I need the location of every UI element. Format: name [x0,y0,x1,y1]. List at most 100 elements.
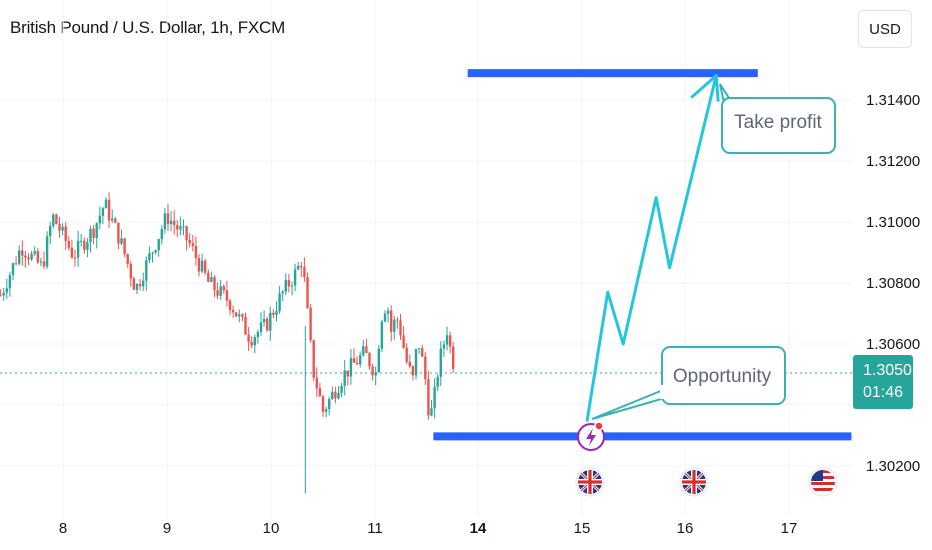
candle-body [21,250,24,256]
x-tick-label: 8 [59,520,67,537]
candle-body [355,362,359,365]
y-tick-label: 1.31200 [866,153,920,170]
candle-body [284,279,287,292]
candle-body [324,409,328,412]
levels [433,69,852,441]
candle-body [396,319,399,321]
opportunity-label: Opportunity [673,366,772,387]
candle-body [442,344,446,349]
candle-body [70,247,74,258]
projection [585,74,720,422]
candle-body [142,280,145,287]
candle-body [194,245,198,258]
bar-countdown-label: 01:46 [863,384,904,401]
candle-body [303,267,306,278]
candle-body [393,319,396,332]
candle-body [374,372,377,376]
candle-body [405,347,408,362]
candle-body [64,226,67,241]
candle-body [424,356,427,380]
candle-body [101,208,105,216]
candle-body [213,277,216,291]
candle-body [306,277,309,308]
candle-body [126,254,129,264]
candle-body [225,290,229,301]
candle-body [309,307,312,341]
candle-body [377,348,380,373]
candle-body [421,348,424,357]
candle-body [30,253,33,260]
candle-body [259,322,263,333]
candle-body [132,278,136,290]
candle-body [45,236,49,267]
candle-body [67,240,70,248]
candle-body [448,335,452,347]
candle-body [216,290,219,296]
candle-body [452,346,455,369]
candle-body [390,310,393,332]
candle-body [414,349,418,376]
opportunity-callout[interactable]: Opportunity [591,346,786,420]
candle-body [197,257,201,272]
candle-body [89,228,92,243]
x-tick-label: 17 [781,520,798,537]
candle-body [430,408,433,416]
candle-body [362,346,365,356]
candle-body [281,291,284,294]
candle-body [312,340,315,378]
candle-body [36,251,39,263]
uk-flag-icon[interactable] [575,467,605,497]
candle-body [293,269,297,286]
candle-body [343,370,346,386]
x-tick-label: 14 [470,520,487,537]
lightning-event-icon[interactable] [577,421,605,451]
candle-body [278,293,281,312]
candle-body [228,300,232,310]
candle-body [436,376,439,387]
candle-body [250,341,253,346]
candle-body [145,260,148,281]
candle-body [368,352,371,367]
x-tick-label: 15 [574,520,591,537]
currency-button[interactable]: USD [858,10,912,48]
candle-body [117,222,120,244]
candle-body [256,332,260,338]
candle-body [123,238,126,255]
y-tick-label: 1.31000 [866,214,920,231]
candle-body [231,309,235,313]
candle-body [417,348,421,350]
candle-body [157,238,160,251]
candle-body [359,355,362,365]
candle-body [380,321,384,349]
candle-body [83,240,86,250]
candle-body [49,225,52,237]
take-profit-callout[interactable]: Take profit [719,83,836,154]
candle-body [39,261,43,263]
candle-body [331,391,334,399]
candle-body [272,312,275,315]
candle-body [151,252,154,254]
y-tick-label: 1.30600 [866,336,920,353]
candle-body [445,335,449,345]
candle-body [111,218,114,221]
candle-body [191,243,194,246]
uk-flag-icon[interactable] [679,467,709,497]
chart-title: British Pound / U.S. Dollar, 1h, FXCM [10,18,286,37]
candle-body [135,284,139,290]
candle-body [107,199,111,221]
candle-body [207,272,210,282]
candle-body [439,348,442,377]
candle-body [266,318,269,331]
candle-body [275,311,278,315]
candle-body [114,218,117,223]
us-flag-icon[interactable] [808,467,838,497]
x-axis: 8 9 10 11 14 15 16 17 [59,520,798,537]
candle-body [98,215,101,224]
candle-body [408,361,411,367]
x-tick-label: 9 [163,520,171,537]
candle-body [182,226,185,228]
candle-body [160,229,163,239]
candle-body [340,385,343,393]
candles [0,192,455,494]
